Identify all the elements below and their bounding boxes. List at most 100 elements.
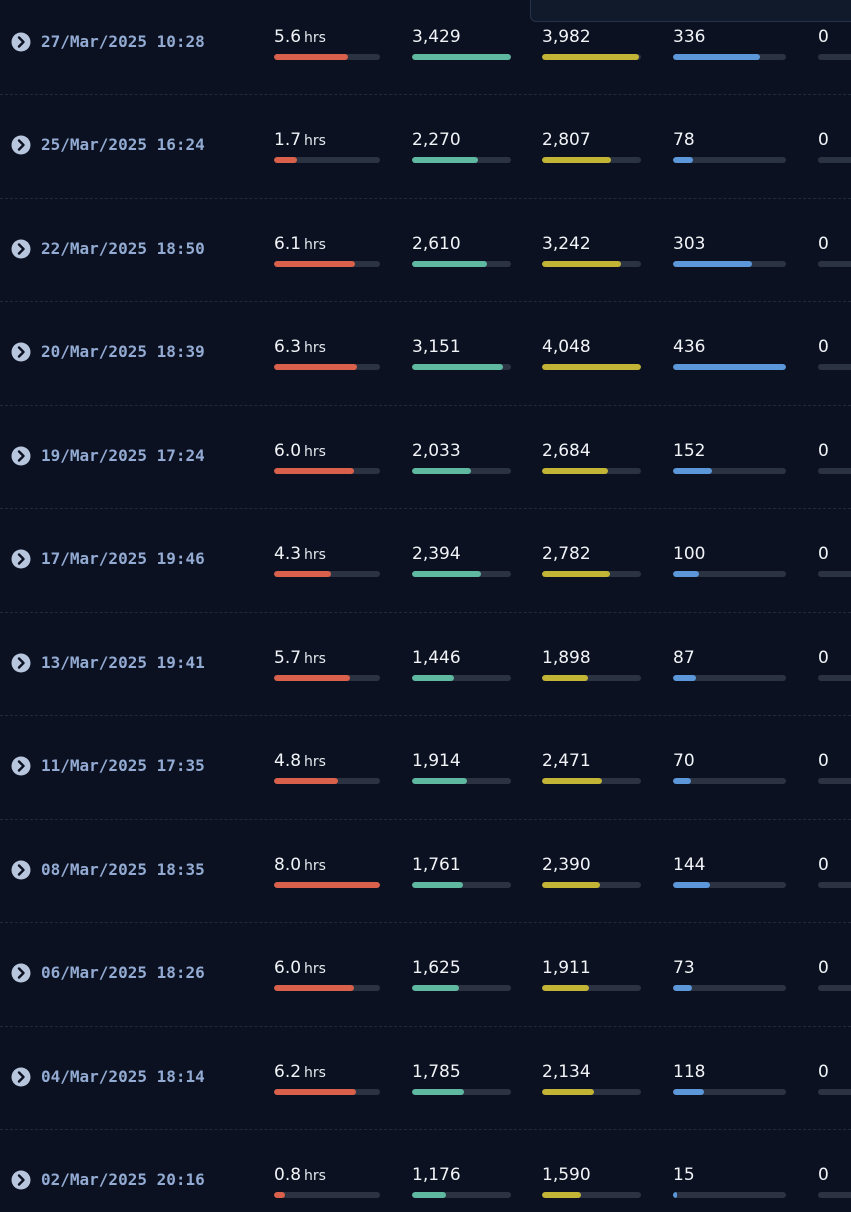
bar-fill (673, 674, 696, 681)
value-text: 0 (818, 233, 829, 254)
cell-value: 6.2 hrs (274, 1062, 326, 1082)
bar-track (673, 467, 786, 474)
row-separator (0, 94, 851, 96)
bar-fill (412, 54, 511, 60)
cell-value: 5.7 hrs (274, 648, 326, 668)
bar-fill (542, 260, 622, 267)
value-text: 87 (673, 647, 695, 668)
bar-fill (274, 571, 331, 578)
bar-track (274, 467, 380, 474)
expand-button[interactable] (11, 860, 31, 884)
bar-track (673, 1088, 786, 1095)
bar-fill (412, 571, 482, 578)
cell-value: 70 (673, 751, 695, 771)
value-text: 3,151 (412, 337, 461, 358)
row-separator (0, 404, 851, 406)
value-text: 0 (818, 1164, 829, 1185)
expand-button[interactable] (11, 963, 31, 987)
bar-fill (542, 778, 603, 785)
bar-track (818, 157, 851, 164)
bar-fill (412, 1088, 464, 1095)
bar-track (412, 1088, 511, 1095)
cell-value: 1.7 hrs (274, 130, 326, 150)
bar-track (274, 1191, 380, 1198)
value-text: 2,394 (412, 544, 461, 565)
bar-fill (274, 778, 338, 785)
row-date: 17/Mar/2025 19:46 (41, 549, 205, 569)
bar-track (412, 260, 511, 267)
cell-value: 152 (673, 441, 705, 461)
value-text: 2,033 (412, 440, 461, 461)
cell-value: 6.0 hrs (274, 958, 326, 978)
value-text: 4,048 (542, 337, 591, 358)
expand-button[interactable] (11, 653, 31, 677)
expand-button[interactable] (11, 32, 31, 56)
value-text: 0 (818, 27, 829, 47)
expand-button[interactable] (11, 549, 31, 573)
cell-value: 118 (673, 1062, 705, 1082)
row-date: 20/Mar/2025 18:39 (41, 342, 205, 362)
bar-track (673, 985, 786, 992)
unit-text: hrs (304, 443, 326, 460)
value-text: 5.7 (274, 647, 302, 668)
chevron-icon (11, 1170, 31, 1190)
value-text: 144 (673, 854, 706, 875)
expand-button[interactable] (11, 1067, 31, 1091)
bar-track (818, 467, 851, 474)
bar-track (673, 881, 786, 888)
unit-text: hrs (304, 133, 326, 150)
chevron-icon (11, 963, 31, 983)
bar-fill (542, 571, 611, 578)
row-separator (0, 1025, 851, 1027)
value-text: 2,270 (412, 130, 461, 151)
expand-button[interactable] (11, 135, 31, 159)
value-text: 73 (673, 958, 695, 979)
expand-button[interactable] (11, 1170, 31, 1194)
cell-value: 2,807 (542, 130, 591, 150)
expand-button[interactable] (11, 446, 31, 470)
cell-value: 87 (673, 648, 695, 668)
bar-track (412, 985, 511, 992)
cell-value: 2,134 (542, 1062, 591, 1082)
expand-button[interactable] (11, 756, 31, 780)
value-text: 118 (673, 1061, 706, 1082)
value-text: 0 (818, 854, 829, 875)
bar-track (542, 157, 641, 164)
row-separator (0, 508, 851, 510)
bar-track (818, 260, 851, 267)
bar-track (274, 571, 380, 578)
bar-fill (412, 1191, 446, 1198)
bar-track (542, 1088, 641, 1095)
cell-value: 5.6 hrs (274, 27, 326, 47)
bar-track (412, 467, 511, 474)
bar-fill (412, 985, 459, 992)
value-text: 1,761 (412, 854, 461, 875)
bar-track (818, 1191, 851, 1198)
expand-button[interactable] (11, 239, 31, 263)
value-text: 0 (818, 130, 829, 151)
cell-value: 2,782 (542, 544, 591, 564)
bar-fill (274, 467, 354, 474)
value-text: 6.0 (274, 958, 302, 979)
bar-track (673, 157, 786, 164)
bar-fill (542, 54, 640, 60)
cell-value: 1,898 (542, 648, 591, 668)
bar-track (412, 364, 511, 371)
unit-text: hrs (304, 961, 326, 978)
bar-track (673, 674, 786, 681)
expand-button[interactable] (11, 342, 31, 366)
cell-value: 2,471 (542, 751, 591, 771)
bar-fill (274, 157, 297, 164)
cell-value: 0 (818, 337, 829, 357)
value-text: 1,914 (412, 751, 461, 772)
bar-track (412, 157, 511, 164)
value-text: 78 (673, 130, 695, 151)
cell-value: 2,270 (412, 130, 461, 150)
cell-value: 2,394 (412, 544, 461, 564)
bar-fill (673, 260, 752, 267)
bar-fill (412, 881, 463, 888)
bar-fill (274, 54, 349, 60)
chevron-icon (11, 756, 31, 776)
